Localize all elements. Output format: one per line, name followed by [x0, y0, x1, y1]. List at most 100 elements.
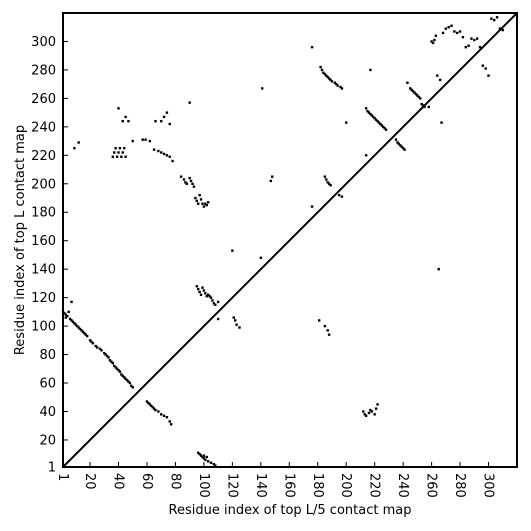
contact-point: [202, 454, 206, 457]
contact-point: [340, 87, 344, 90]
contact-point: [323, 175, 327, 178]
contact-point: [403, 148, 406, 151]
contact-point: [327, 77, 331, 80]
contact-point: [202, 457, 206, 460]
contact-point: [94, 344, 97, 348]
contact-point: [70, 300, 73, 304]
contact-point: [406, 81, 409, 84]
contact-point: [188, 101, 191, 104]
contact-point: [330, 80, 334, 83]
contact-point: [201, 455, 204, 459]
contact-point: [394, 138, 398, 141]
contact-point: [152, 148, 156, 151]
contact-point: [71, 320, 75, 324]
y-tick-label: 180: [31, 206, 56, 221]
x-axis-ticks: 1 20 40 60 80 100 120 140 160 180 200 220 240 260 280 3…: [55, 462, 496, 498]
x-tick-label: 40: [111, 473, 126, 490]
contact-point: [111, 155, 115, 158]
diagonal-line: [62, 12, 518, 468]
contact-point: [369, 408, 372, 412]
x-axis-label: Residue index of top L/5 contact map: [169, 503, 412, 518]
y-tick-label: 60: [39, 377, 56, 392]
y-tick-label: 40: [39, 405, 56, 420]
contact-point: [91, 341, 95, 345]
contact-point: [216, 300, 220, 304]
contact-point: [376, 403, 379, 406]
y-tick-label: 260: [31, 92, 56, 107]
contact-point: [90, 340, 93, 343]
contact-point: [113, 364, 116, 368]
contact-point: [317, 319, 321, 322]
contact-point: [367, 111, 371, 114]
contact-point: [374, 118, 378, 121]
contact-point: [160, 413, 163, 416]
contact-point: [84, 333, 87, 336]
contact-point: [433, 38, 436, 42]
contact-point: [157, 410, 160, 413]
contact-point: [370, 410, 374, 413]
contact-point: [70, 319, 73, 322]
contact-point: [438, 78, 442, 82]
contact-point: [369, 68, 372, 72]
contact-point: [340, 195, 344, 198]
contact-point: [74, 323, 78, 326]
contact-point: [148, 139, 152, 143]
contact-point: [121, 374, 124, 378]
contact-point: [169, 423, 173, 426]
contact-point: [121, 151, 124, 154]
contact-point: [205, 455, 208, 459]
contact-point: [127, 380, 130, 383]
contact-point: [327, 333, 331, 336]
contact-point: [436, 74, 439, 77]
contact-point: [414, 92, 418, 96]
contact-point: [209, 296, 213, 299]
contact-point: [374, 407, 378, 410]
contact-point: [197, 287, 200, 291]
contact-point: [322, 71, 325, 74]
contact-point: [107, 356, 110, 359]
contact-point: [185, 182, 189, 185]
contact-point: [160, 119, 163, 123]
contact-point: [440, 121, 443, 124]
contact-point: [467, 44, 470, 47]
contact-point: [211, 299, 214, 302]
contact-point: [85, 334, 89, 338]
contact-point: [104, 353, 107, 356]
contact-point: [195, 285, 198, 288]
y-tick-label: 100: [31, 320, 56, 335]
contact-point: [205, 295, 208, 298]
contact-point: [144, 138, 147, 141]
contact-point: [235, 323, 238, 326]
contact-point: [95, 346, 99, 349]
contact-point: [364, 414, 368, 417]
contact-point: [327, 182, 331, 185]
contact-point: [201, 202, 204, 205]
contact-point: [77, 141, 80, 144]
contact-point: [131, 386, 134, 389]
x-tick-label: 80: [167, 473, 182, 490]
y-axis-ticks: 1204060801001201401601802002202402602803…: [31, 35, 68, 476]
contact-point: [377, 121, 381, 124]
contact-point: [64, 316, 68, 319]
contact-point: [231, 249, 234, 252]
contact-point: [124, 155, 127, 158]
contact-point: [409, 87, 412, 90]
contact-point: [498, 27, 502, 30]
contact-point: [453, 30, 456, 33]
contact-point: [206, 293, 210, 296]
contact-point: [326, 181, 329, 184]
y-tick-label: 240: [31, 120, 56, 135]
contact-point: [68, 317, 72, 321]
contact-point: [345, 121, 348, 124]
contact-point: [78, 327, 82, 331]
contact-point: [487, 74, 490, 77]
contact-point: [165, 111, 169, 114]
contact-point: [124, 377, 127, 380]
contact-point: [182, 178, 186, 181]
contact-point: [194, 196, 197, 200]
contact-point: [495, 16, 499, 19]
plot-frame: [62, 12, 518, 468]
contact-point: [367, 411, 371, 415]
contact-point: [212, 462, 216, 466]
